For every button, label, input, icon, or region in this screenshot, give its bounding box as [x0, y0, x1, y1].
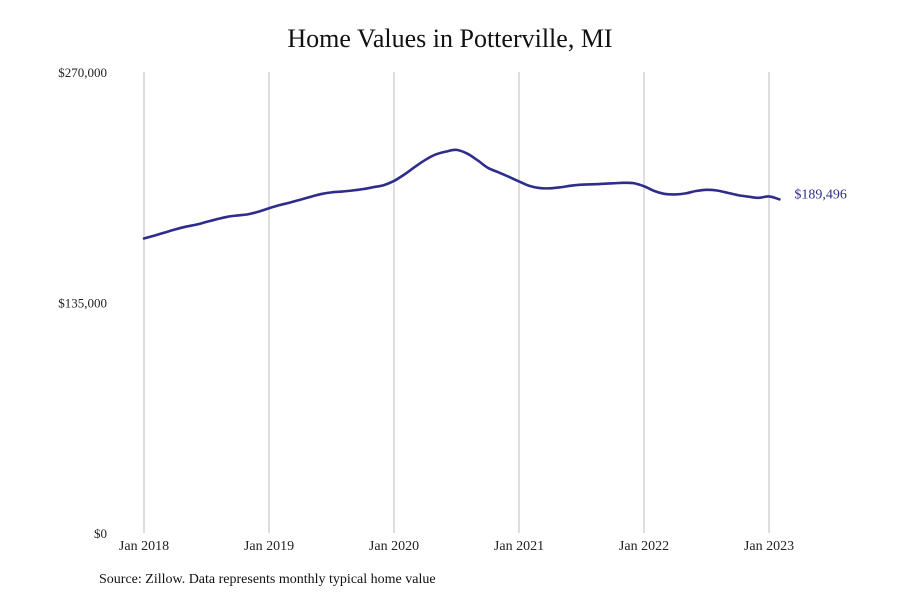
y-tick-label: $0 — [94, 526, 107, 541]
gridlines — [143, 72, 770, 533]
x-tick-label: Jan 2022 — [619, 539, 669, 554]
end-label-layer: $189,496 — [794, 187, 847, 202]
y-tick-label: $270,000 — [58, 65, 107, 80]
x-tick-label: Jan 2023 — [744, 539, 794, 554]
series-line-home-value — [142, 148, 781, 240]
x-tick-label: Jan 2021 — [494, 539, 544, 554]
chart-title: Home Values in Potterville, MI — [287, 24, 613, 53]
y-tick-label: $135,000 — [58, 296, 107, 311]
y-axis-ticks: $0 $135,000 $270,000 — [58, 65, 107, 541]
x-tick-label: Jan 2018 — [119, 539, 169, 554]
source-note: Source: Zillow. Data represents monthly … — [99, 572, 436, 587]
x-axis-ticks: Jan 2018 Jan 2019 Jan 2020 Jan 2021 Jan 2022… — [119, 539, 794, 554]
series-layer — [142, 148, 781, 240]
x-tick-label: Jan 2020 — [369, 539, 419, 554]
x-tick-label: Jan 2019 — [244, 539, 294, 554]
end-value-label: $189,496 — [794, 187, 847, 202]
